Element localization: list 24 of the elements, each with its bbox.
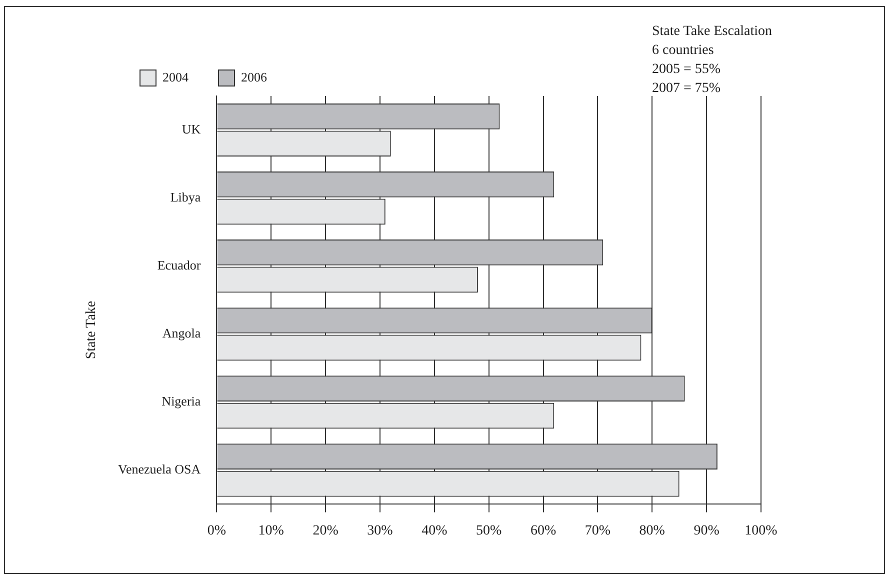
- legend-label: 2004: [162, 69, 189, 84]
- annotation: 2007 = 75%: [652, 80, 722, 98]
- text: 6 countries: [652, 42, 715, 60]
- y-tick-label: UK: [182, 121, 202, 136]
- x-tick-label: 30%: [367, 523, 394, 538]
- text: State Take Escalation: [652, 23, 772, 41]
- x-tick-label: 20%: [312, 523, 339, 538]
- y-tick-label: Angola: [162, 326, 201, 341]
- y-tick-label: Nigeria: [162, 394, 201, 409]
- x-tick-label: 0%: [207, 523, 226, 538]
- x-tick-label: 80%: [639, 523, 666, 538]
- x-tick-label: 90%: [694, 523, 720, 538]
- legend-label: 2006: [241, 69, 268, 84]
- x-tick-label: 60%: [530, 523, 556, 538]
- x-tick-label: 10%: [258, 523, 284, 538]
- y-tick-label: Venezuela OSA: [118, 462, 202, 477]
- x-tick-label: 50%: [476, 523, 502, 538]
- x-tick-label: 100%: [744, 523, 778, 538]
- y-tick-label: Ecuador: [157, 258, 202, 273]
- x-tick-label: 70%: [584, 523, 611, 538]
- text: 2005 = 55%: [652, 61, 722, 79]
- y-axis-title: State Take: [84, 300, 100, 360]
- y-tick-label: Libya: [170, 189, 201, 204]
- x-tick-label: 40%: [422, 523, 448, 538]
